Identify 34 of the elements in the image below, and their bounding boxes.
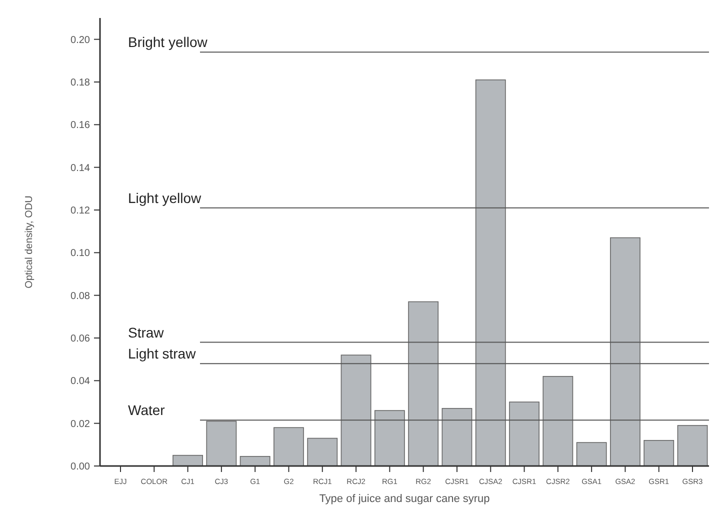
bar — [576, 442, 607, 466]
bar — [340, 354, 372, 466]
ref-line-label: Straw — [128, 324, 165, 340]
y-tick-label: 0.12 — [70, 206, 90, 216]
bar — [274, 427, 304, 466]
y-tick-label: 0.18 — [70, 78, 90, 88]
y-tick-label: 0.08 — [70, 290, 90, 302]
x-axis-title: Type of juice and sugar cane syrup — [319, 493, 490, 505]
bar — [442, 408, 472, 466]
y-axis-title: Optical density, ODU — [24, 196, 35, 288]
bar — [542, 376, 574, 466]
y-tick-label: 0.04 — [70, 376, 90, 388]
bar — [475, 79, 506, 466]
bar — [509, 402, 540, 466]
bar — [644, 440, 674, 466]
bar — [677, 425, 708, 466]
bar — [240, 456, 270, 466]
ref-line-label: Water — [128, 402, 166, 418]
bar — [408, 301, 439, 466]
ref-line-label: Light yellow — [128, 190, 202, 206]
bar — [172, 454, 203, 466]
y-tick-label: 0.06 — [70, 334, 90, 344]
y-tick-label: 0.20 — [70, 34, 90, 46]
y-tick-label: 0.00 — [70, 462, 90, 472]
ref-line-label: Bright yellow — [128, 34, 208, 50]
y-tick-label: 0.02 — [70, 418, 90, 430]
bar — [610, 237, 640, 466]
y-tick-label: 0.16 — [70, 120, 90, 132]
bar — [374, 410, 405, 466]
y-tick-label: 0.10 — [70, 248, 90, 260]
y-tick-label: 0.14 — [70, 162, 90, 174]
bar — [307, 438, 338, 466]
ref-line-label: Light straw — [128, 346, 197, 362]
bar — [206, 420, 237, 466]
